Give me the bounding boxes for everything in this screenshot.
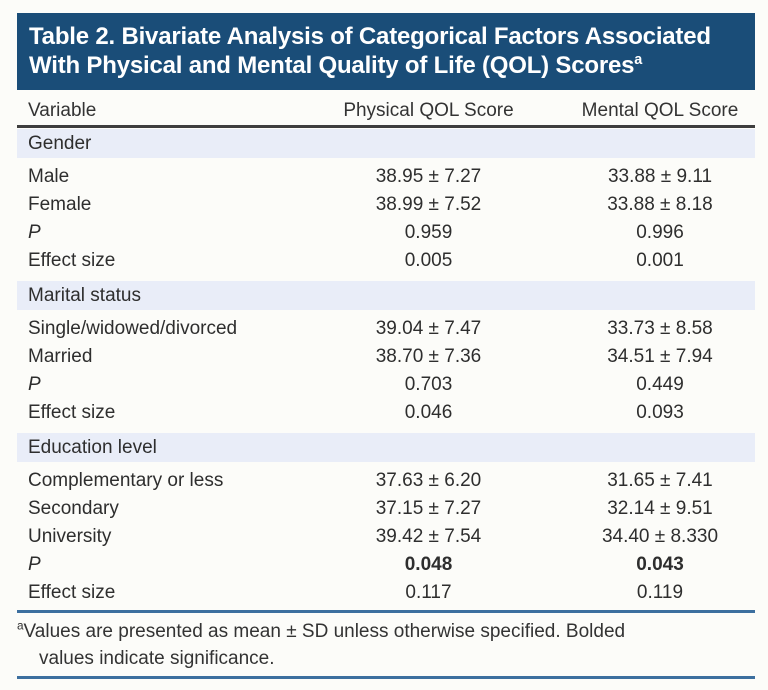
row-label: Effect size — [28, 250, 116, 271]
footnote-text-2: values indicate significance. — [39, 648, 275, 669]
header-rule — [17, 125, 755, 128]
footnote-line-1: aValues are presented as mean ± SD unles… — [17, 618, 755, 645]
footnote-marker: a — [17, 619, 24, 633]
table-footnote: aValues are presented as mean ± SD unles… — [17, 618, 755, 672]
section-header-label: Marital status — [28, 284, 141, 306]
table-row-female: Female 38.99 ± 7.52 33.88 ± 8.18 — [17, 191, 755, 219]
footnote-rule-bottom — [17, 676, 755, 679]
mental-value: 31.65 ± 7.41 — [607, 470, 713, 491]
row-label: Female — [28, 194, 92, 215]
row-label: University — [28, 526, 112, 547]
physical-value: 38.70 ± 7.36 — [375, 346, 482, 367]
mental-value: 34.40 ± 8.330 — [601, 526, 719, 547]
physical-value: 38.95 ± 7.27 — [375, 166, 482, 187]
row-label: Single/widowed/divorced — [28, 318, 238, 339]
row-label: Male — [28, 166, 70, 187]
footnote-text-1: Values are presented as mean ± SD unless… — [23, 621, 626, 642]
table-title-superscript: a — [634, 52, 643, 68]
mental-value: 0.001 — [636, 250, 684, 271]
table-row-p-gender: P 0.959 0.996 — [17, 219, 755, 247]
section-header-label: Gender — [28, 132, 92, 154]
row-label: P — [28, 554, 41, 575]
row-label: P — [28, 222, 41, 243]
row-label: Effect size — [28, 402, 116, 423]
table-title-text-1: Table 2. Bivariate Analysis of Categoric… — [29, 23, 711, 50]
table-row-secondary: Secondary 37.15 ± 7.27 32.14 ± 9.51 — [17, 495, 755, 523]
physical-value: 39.04 ± 7.47 — [375, 318, 482, 339]
row-label: Married — [28, 346, 93, 367]
mental-value: 33.88 ± 9.11 — [607, 166, 713, 187]
row-label: Secondary — [28, 498, 119, 519]
table-row-male: Male 38.95 ± 7.27 33.88 ± 9.11 — [17, 163, 755, 191]
mental-value: 0.996 — [636, 222, 684, 243]
physical-value: 0.703 — [404, 374, 453, 395]
row-label: P — [28, 374, 41, 395]
row-label: Complementary or less — [28, 470, 224, 491]
footnote-line-2: values indicate significance. — [17, 645, 755, 672]
table-row-p-marital: P 0.703 0.449 — [17, 371, 755, 399]
section-header-label: Education level — [28, 436, 157, 458]
table-title-line-2: With Physical and Mental Quality of Life… — [29, 51, 743, 80]
physical-value: 37.63 ± 6.20 — [375, 470, 482, 491]
mental-value: 32.14 ± 9.51 — [607, 498, 713, 519]
physical-value: 39.42 ± 7.54 — [375, 526, 482, 547]
table-title-line-1: Table 2. Bivariate Analysis of Categoric… — [29, 22, 743, 51]
table-row-effect-size-education: Effect size 0.117 0.119 — [17, 579, 755, 607]
column-header-physical-qol: Physical QOL Score — [343, 100, 514, 121]
table-title-bar: Table 2. Bivariate Analysis of Categoric… — [17, 13, 755, 90]
table-row-effect-size-marital: Effect size 0.046 0.093 — [17, 399, 755, 427]
mental-value-significant: 0.043 — [636, 554, 684, 575]
mental-value: 0.449 — [636, 374, 684, 395]
physical-value: 0.959 — [404, 222, 453, 243]
table-2: Table 2. Bivariate Analysis of Categoric… — [17, 13, 755, 679]
mental-value: 34.51 ± 7.94 — [607, 346, 713, 367]
footnote-rule-top — [17, 610, 755, 613]
physical-value: 37.15 ± 7.27 — [375, 498, 482, 519]
physical-value: 0.005 — [404, 250, 453, 271]
physical-value: 0.046 — [404, 402, 453, 423]
physical-value: 0.117 — [405, 582, 452, 603]
physical-value: 38.99 ± 7.52 — [375, 194, 482, 215]
physical-value-significant: 0.048 — [404, 554, 453, 575]
mental-value: 0.093 — [636, 402, 684, 423]
section-header-marital-status: Marital status — [17, 281, 755, 310]
table-title-text-2: With Physical and Mental Quality of Life… — [29, 52, 635, 79]
mental-value: 33.88 ± 8.18 — [607, 194, 713, 215]
table-row-effect-size-gender: Effect size 0.005 0.001 — [17, 247, 755, 275]
row-label: Effect size — [28, 582, 116, 603]
table-row-married: Married 38.70 ± 7.36 34.51 ± 7.94 — [17, 343, 755, 371]
table-row-single-widowed-divorced: Single/widowed/divorced 39.04 ± 7.47 33.… — [17, 315, 755, 343]
table-row-p-education: P 0.048 0.043 — [17, 551, 755, 579]
mental-value: 33.73 ± 8.58 — [607, 318, 713, 339]
section-header-education-level: Education level — [17, 433, 755, 462]
mental-value: 0.119 — [636, 582, 684, 603]
section-header-gender: Gender — [17, 129, 755, 158]
table-row-university: University 39.42 ± 7.54 34.40 ± 8.330 — [17, 523, 755, 551]
column-header-mental-qol: Mental QOL Score — [581, 100, 739, 121]
column-header-variable: Variable — [28, 100, 97, 121]
column-header-row: Variable Physical QOL Score Mental QOL S… — [17, 97, 755, 125]
table-row-complementary-or-less: Complementary or less 37.63 ± 6.20 31.65… — [17, 467, 755, 495]
